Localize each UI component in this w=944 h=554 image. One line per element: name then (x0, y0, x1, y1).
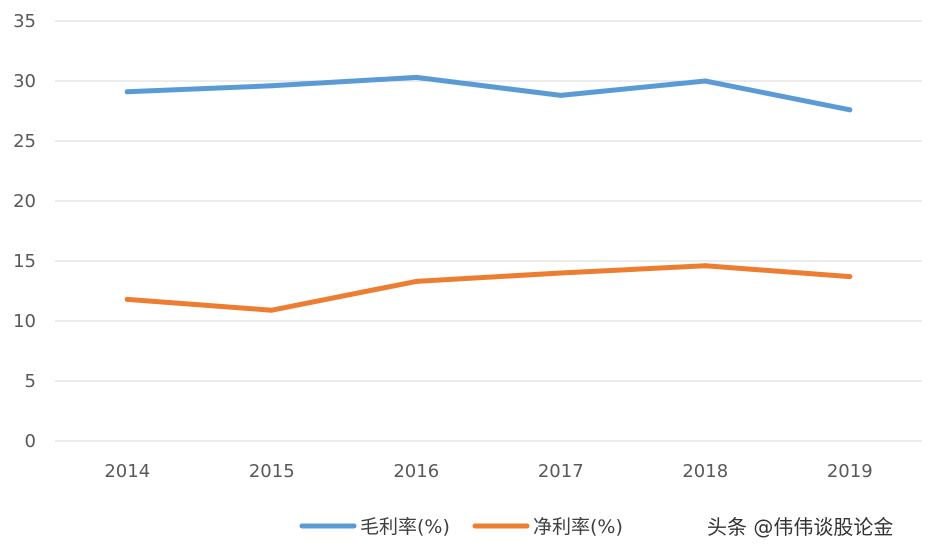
y-tick-label: 25 (13, 131, 36, 152)
data-point (269, 307, 275, 313)
y-axis-ticks: 0 5 10 15 20 25 30 35 (13, 11, 36, 452)
data-point (269, 83, 275, 89)
data-point (847, 274, 853, 280)
x-tick-label: 2019 (827, 461, 873, 482)
data-point (558, 270, 564, 276)
y-tick-label: 10 (13, 311, 36, 332)
legend-label: 毛利率(%) (360, 516, 450, 538)
x-tick-label: 2018 (682, 461, 728, 482)
gridlines (55, 20, 922, 442)
data-point (847, 107, 853, 113)
data-point (124, 296, 130, 302)
x-tick-label: 2015 (249, 461, 295, 482)
x-tick-label: 2014 (104, 461, 150, 482)
watermark-text: 头条 @伟伟谈股论金 (707, 515, 893, 539)
data-point (558, 92, 564, 98)
legend-label: 净利率(%) (533, 516, 623, 538)
x-tick-label: 2017 (538, 461, 584, 482)
data-point (702, 263, 708, 269)
series-line-0 (124, 74, 853, 113)
series-lines (124, 74, 853, 313)
data-point (413, 74, 419, 80)
data-point (124, 89, 130, 95)
y-tick-label: 20 (13, 191, 36, 212)
y-tick-label: 35 (13, 11, 36, 32)
y-tick-label: 5 (25, 371, 36, 392)
y-tick-label: 0 (25, 431, 36, 452)
legend: 毛利率(%) 净利率(%) (299, 516, 623, 538)
series-line-1 (124, 263, 853, 313)
data-point (413, 278, 419, 284)
x-tick-label: 2016 (393, 461, 439, 482)
data-point (702, 78, 708, 84)
y-tick-label: 15 (13, 251, 36, 272)
y-tick-label: 30 (13, 71, 36, 92)
x-axis-ticks: 2014 2015 2016 2017 2018 2019 (104, 461, 872, 482)
